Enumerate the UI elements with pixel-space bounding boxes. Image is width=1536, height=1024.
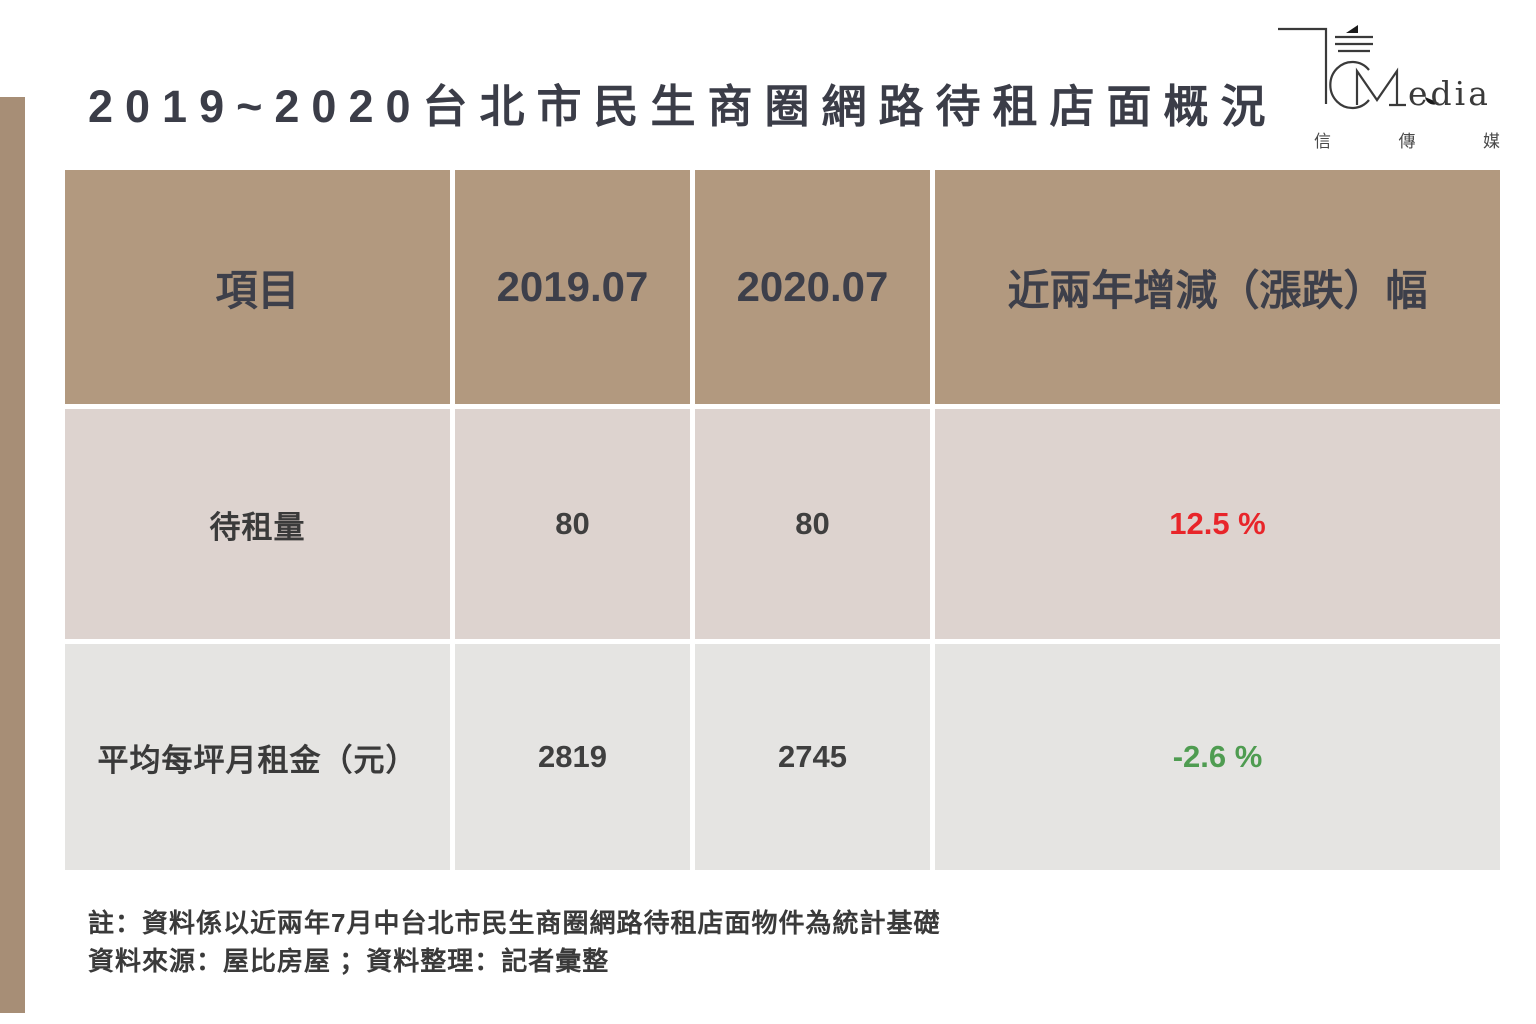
footnote-source: 資料來源：屋比房屋 ；資料整理：記者彙整 xyxy=(88,945,610,976)
row2-value-2019: 2819 xyxy=(538,739,607,774)
logo-cn-char: 傳 xyxy=(1398,132,1416,151)
table-row-cell: 80 xyxy=(455,409,690,639)
logo-brand-suffix: edia xyxy=(1408,74,1491,113)
header-item: 項目 xyxy=(65,170,450,404)
footnotes: 註：資料係以近兩年7月中台北市民生商圈網路待租店面物件為統計基礎 資料來源：屋比… xyxy=(88,905,940,980)
left-accent-bar xyxy=(0,97,25,1013)
row2-label: 平均每坪月租金（元） xyxy=(97,742,418,778)
logo-bracket-shape xyxy=(1278,27,1328,104)
logo-letter-c xyxy=(1329,60,1370,110)
table-row-cell: 2819 xyxy=(455,644,690,870)
table-row-cell: -2.6 % xyxy=(935,644,1500,870)
header-2019-07: 2019.07 xyxy=(455,170,690,404)
table-row-cell: 2745 xyxy=(695,644,930,870)
logo-d-halfdisc xyxy=(1425,97,1439,105)
page-title: 2019~2020台北市民生商圈網路待租店面概況 xyxy=(88,81,1278,132)
logo-letter-m xyxy=(1355,67,1399,105)
table-row-cell: 待租量 xyxy=(65,409,450,639)
logo-cn-char: 信 xyxy=(1314,132,1331,151)
row2-change-value: -2.6 % xyxy=(1172,739,1263,774)
row1-change-value: 12.5 % xyxy=(1169,506,1266,541)
header-change: 近兩年增減（漲跌）幅 xyxy=(935,170,1500,404)
header-2020-07: 2020.07 xyxy=(695,170,930,404)
logo-chinese-name: 信 傳 媒 xyxy=(1314,127,1500,152)
logo-cn-char: 媒 xyxy=(1483,132,1500,151)
table-row-cell: 12.5 % xyxy=(935,409,1500,639)
cmedia-logo: edia 信 傳 媒 xyxy=(1272,20,1524,160)
row2-value-2020: 2745 xyxy=(778,739,847,774)
footnote-basis: 註：資料係以近兩年7月中台北市民生商圈網路待租店面物件為統計基礎 xyxy=(88,908,941,938)
logo-flag-accent xyxy=(1346,25,1358,33)
table-row-cell: 平均每坪月租金（元） xyxy=(65,644,450,870)
table-row-cell: 80 xyxy=(695,409,930,639)
row1-value-2019: 80 xyxy=(555,506,590,541)
row1-label: 待租量 xyxy=(209,509,306,545)
row1-value-2020: 80 xyxy=(795,506,830,541)
rental-overview-table: 項目 2019.07 2020.07 近兩年增減（漲跌）幅 待租量 80 80 … xyxy=(65,170,1505,870)
cmedia-logo-glyph: edia xyxy=(1278,25,1491,113)
